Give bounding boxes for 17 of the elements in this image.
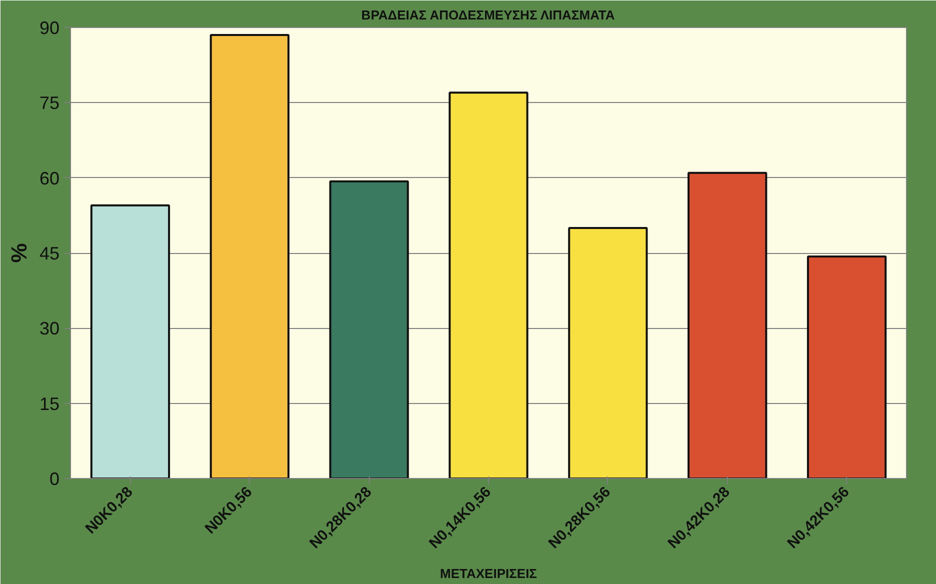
bar [90,204,170,478]
y-tick-label: 75 [39,93,60,114]
bar [448,92,528,478]
bar [329,180,409,478]
chart-title: ΒΡΑΔΕΙΑΣ ΑΠΟΔΕΣΜΕΥΣΗΣ ΛΙΠΑΣΜΑΤΑ [361,8,616,22]
bar [568,226,648,478]
y-tick-label: 30 [39,318,60,339]
y-tick-label: 60 [39,168,60,188]
y-tick-label: 15 [39,394,60,414]
x-axis-title: ΜΕΤΑΧΕΙΡΙΣΕΙΣ [440,566,538,582]
y-tick-label: 90 [39,18,60,38]
bar [688,172,768,478]
y-axis-title: % [6,243,32,263]
bar [806,256,887,478]
bar [210,34,290,478]
y-tick-label: 0 [49,469,60,489]
y-tick-label: 45 [39,244,60,264]
